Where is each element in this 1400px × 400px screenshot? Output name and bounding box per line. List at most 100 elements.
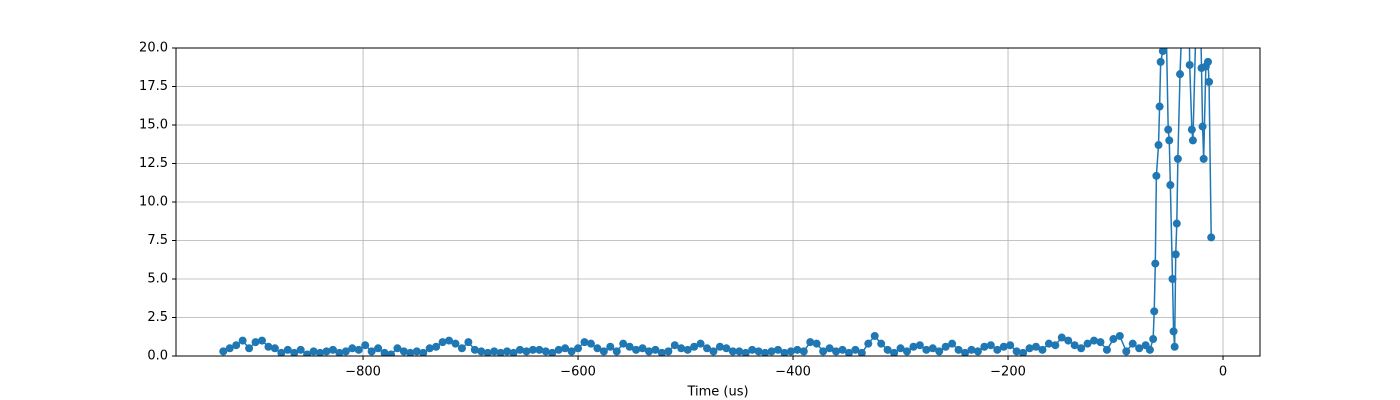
data-point bbox=[728, 347, 737, 356]
data-point bbox=[1207, 233, 1216, 242]
data-point bbox=[793, 345, 802, 354]
data-point bbox=[535, 345, 544, 354]
y-tick-label: 2.5 bbox=[147, 310, 168, 325]
data-point bbox=[741, 348, 750, 356]
data-point bbox=[1064, 336, 1073, 345]
data-point bbox=[819, 347, 828, 356]
data-point bbox=[703, 344, 712, 353]
data-point bbox=[1187, 125, 1196, 134]
data-line bbox=[222, 48, 1212, 356]
data-point bbox=[599, 347, 608, 356]
data-point bbox=[1164, 125, 1173, 134]
y-tick-label: 15.0 bbox=[139, 118, 168, 133]
data-point bbox=[877, 339, 886, 348]
data-point bbox=[715, 342, 724, 351]
data-point bbox=[754, 347, 763, 356]
data-point bbox=[709, 347, 718, 356]
data-point bbox=[1205, 77, 1214, 86]
data-point bbox=[748, 345, 757, 354]
data-point bbox=[464, 338, 473, 347]
data-point bbox=[554, 345, 563, 354]
data-point bbox=[1155, 102, 1164, 111]
data-point bbox=[1166, 181, 1175, 190]
data-point bbox=[986, 341, 995, 350]
data-point bbox=[973, 347, 982, 356]
data-point bbox=[722, 344, 731, 353]
data-point bbox=[232, 341, 241, 350]
y-tick-label: 20.0 bbox=[139, 41, 168, 56]
data-point bbox=[690, 342, 699, 351]
data-point bbox=[354, 345, 363, 354]
data-point bbox=[1199, 154, 1208, 163]
data-point bbox=[1162, 13, 1170, 21]
data-point bbox=[664, 347, 673, 356]
data-point bbox=[1012, 347, 1021, 356]
data-point bbox=[593, 344, 602, 353]
y-tick-label: 7.5 bbox=[147, 233, 168, 248]
data-point bbox=[1150, 307, 1159, 316]
data-point bbox=[967, 345, 976, 354]
data-point bbox=[1038, 345, 1047, 354]
data-point bbox=[922, 345, 931, 354]
y-tick-label: 0.0 bbox=[147, 349, 168, 364]
data-point bbox=[522, 347, 531, 356]
data-point bbox=[1096, 338, 1105, 347]
data-point bbox=[915, 341, 924, 350]
data-point bbox=[767, 347, 776, 356]
x-tick-label: −400 bbox=[775, 365, 811, 380]
data-point bbox=[412, 347, 421, 356]
data-point bbox=[883, 345, 892, 354]
data-point bbox=[322, 347, 331, 356]
data-point bbox=[1025, 344, 1034, 353]
data-point bbox=[1185, 60, 1194, 69]
data-point bbox=[1169, 327, 1178, 336]
y-tick-label: 17.5 bbox=[139, 79, 168, 94]
data-point bbox=[786, 347, 795, 356]
data-point bbox=[309, 347, 318, 356]
data-point bbox=[496, 348, 505, 356]
data-point bbox=[406, 348, 415, 356]
data-point bbox=[419, 348, 428, 356]
data-point bbox=[1083, 339, 1092, 348]
data-point bbox=[1149, 335, 1158, 344]
data-point bbox=[509, 348, 518, 356]
data-point bbox=[367, 347, 376, 356]
data-point bbox=[264, 342, 273, 351]
data-point bbox=[1128, 339, 1137, 348]
data-point bbox=[1109, 335, 1118, 344]
data-point bbox=[638, 344, 647, 353]
y-tick-label: 5.0 bbox=[147, 272, 168, 287]
data-point bbox=[644, 347, 653, 356]
data-point bbox=[341, 347, 350, 356]
data-point bbox=[780, 348, 789, 356]
data-point bbox=[773, 345, 782, 354]
data-point bbox=[677, 344, 686, 353]
data-point bbox=[457, 344, 466, 353]
data-point bbox=[561, 344, 570, 353]
data-point bbox=[1145, 345, 1154, 354]
data-point bbox=[580, 338, 589, 347]
data-point bbox=[586, 339, 595, 348]
data-point bbox=[567, 347, 576, 356]
grid bbox=[176, 47, 1260, 357]
data-point bbox=[1051, 341, 1060, 350]
data-point bbox=[219, 347, 228, 356]
data-point bbox=[993, 345, 1002, 354]
data-point bbox=[606, 342, 615, 351]
data-point bbox=[1122, 347, 1131, 356]
data-point bbox=[1203, 57, 1212, 66]
x-tick-label: −200 bbox=[990, 365, 1026, 380]
data-point bbox=[361, 341, 370, 350]
data-point bbox=[1170, 342, 1179, 351]
data-point bbox=[1070, 341, 1079, 350]
data-point bbox=[1158, 48, 1167, 56]
x-tick-label: −800 bbox=[345, 365, 381, 380]
data-point bbox=[1057, 333, 1066, 342]
data-point bbox=[515, 345, 524, 354]
data-point bbox=[890, 348, 899, 356]
data-point bbox=[425, 344, 434, 353]
data-point bbox=[290, 348, 299, 356]
data-point bbox=[1019, 348, 1028, 356]
plot-area bbox=[219, 13, 1216, 356]
